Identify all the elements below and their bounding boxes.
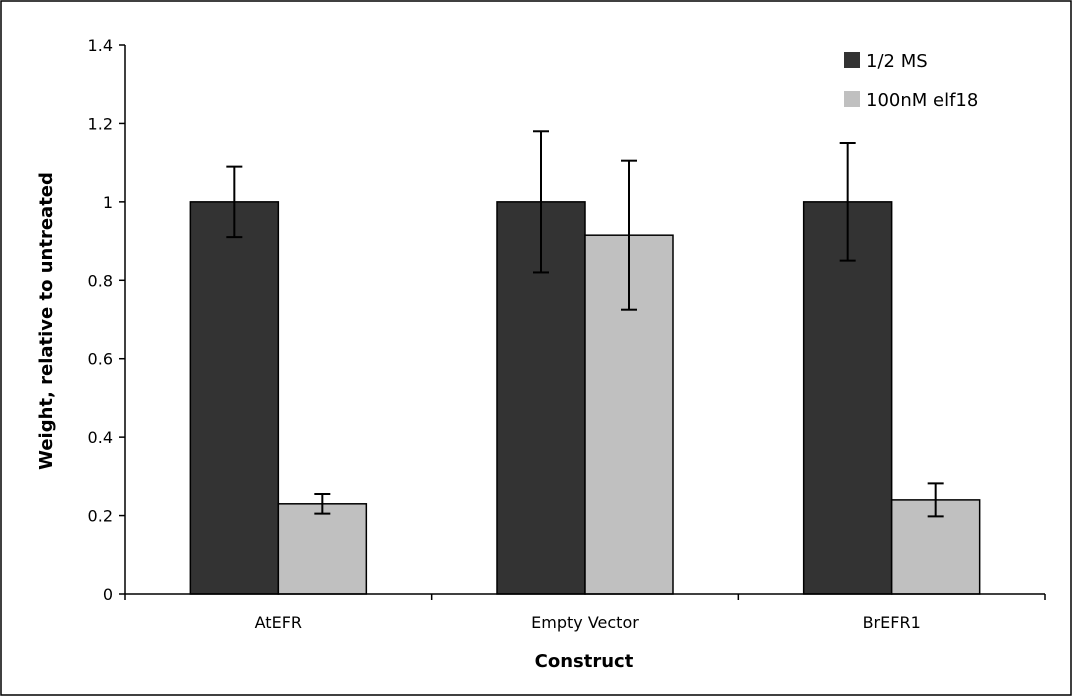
legend-label: 1/2 MS [866,51,928,72]
bar [277,503,368,595]
y-tick-label: 0 [103,585,113,604]
legend-label: 100nM elf18 [866,90,978,111]
x-tick-label: Empty Vector [531,613,639,632]
y-axis: 0 0.2 0.4 0.6 0.8 1 1.2 1.4 [88,36,126,604]
y-tick-label: 1.4 [88,36,113,55]
x-axis-title: Construct [535,651,634,672]
y-tick-label: 0.4 [88,428,113,447]
x-tick-label: AtEFR [255,613,302,632]
legend-swatch [844,91,860,107]
y-tick-label: 1 [103,193,113,212]
x-axis: AtEFR Empty Vector BrEFR1 [124,593,1046,632]
y-tick-label: 0.6 [88,350,113,369]
legend-swatch [844,52,860,68]
x-tick-label: BrEFR1 [863,613,921,632]
legend: 1/2 MS 100nM elf18 [844,51,978,111]
y-tick-label: 0.8 [88,271,113,290]
bar [189,201,280,595]
y-tick-label: 0.2 [88,507,113,526]
y-tick-label: 1.2 [88,114,113,133]
plot-area [189,130,981,595]
y-axis-title: Weight, relative to untreated [36,172,57,470]
